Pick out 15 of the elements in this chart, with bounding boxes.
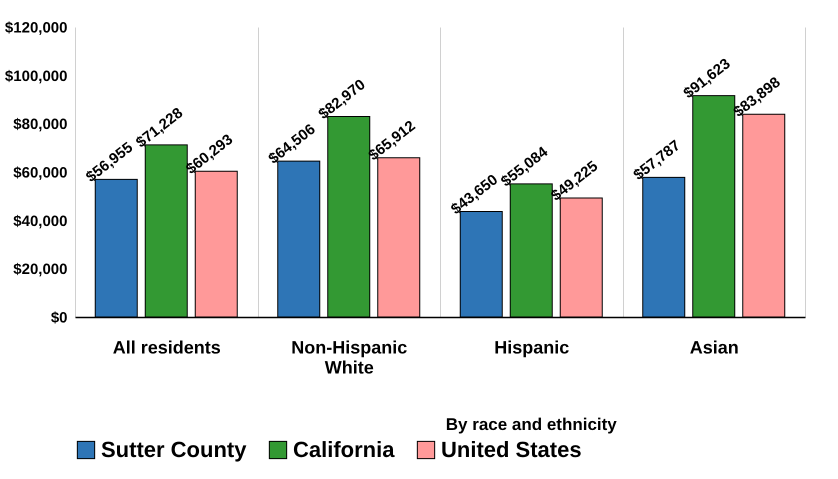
y-tick-label: $80,000 — [13, 116, 68, 134]
legend-label: Sutter County — [101, 437, 248, 462]
x-tick-label: All residents — [112, 338, 221, 358]
legend-label: California — [293, 437, 396, 462]
y-tick-label: $20,000 — [13, 261, 68, 278]
y-tick-label: $100,000 — [4, 68, 68, 85]
legend-label: United States — [441, 437, 582, 462]
y-tick-label: $40,000 — [13, 212, 68, 230]
x-tick-label: Hispanic — [494, 338, 570, 358]
y-tick-label: $60,000 — [13, 164, 68, 182]
x-tick-label: Non-Hispanic White — [291, 338, 408, 378]
x-tick-label: Asian — [690, 338, 739, 358]
y-tick-label: $0 — [50, 310, 68, 326]
text: By race and ethnicity — [446, 415, 618, 434]
y-tick-label: $120,000 — [4, 20, 68, 36]
